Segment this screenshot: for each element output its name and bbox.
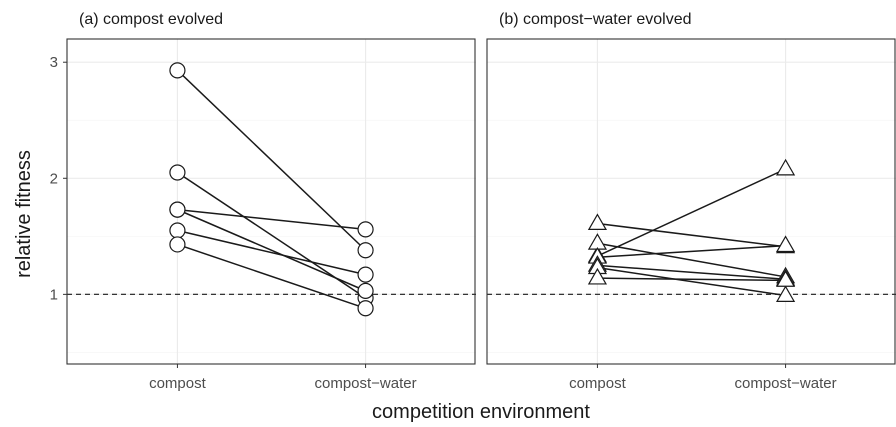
data-point-triangle — [587, 267, 608, 285]
series-line — [177, 243, 366, 309]
data-point-circle — [169, 164, 186, 181]
data-point-circle — [169, 62, 186, 79]
data-point-circle — [169, 236, 186, 253]
data-point-triangle — [587, 213, 608, 231]
data-point-circle — [357, 300, 374, 317]
data-point-circle — [169, 222, 186, 239]
y-axis: 1 2 3 — [50, 54, 67, 303]
x-axis-title: competition environment — [372, 401, 590, 423]
y-tick-label: 2 — [50, 170, 58, 187]
data-point-triangle — [775, 270, 796, 287]
series-line — [176, 69, 367, 251]
series-line — [597, 222, 786, 248]
series-line — [177, 208, 366, 292]
x-tick-label: compost — [569, 375, 627, 392]
panel-border — [486, 38, 896, 365]
panel-title: (a) compost evolved — [79, 11, 223, 28]
panel-title: (b) compost−water evolved — [499, 11, 692, 28]
y-tick-label: 1 — [50, 286, 58, 303]
series-line — [597, 277, 786, 282]
y-tick-label: 3 — [50, 54, 58, 71]
data-point-circle — [357, 266, 374, 283]
series-line — [597, 168, 786, 257]
series-line — [177, 208, 366, 231]
x-tick-label: compost−water — [734, 375, 836, 392]
panel-border — [66, 38, 476, 365]
data-point-circle — [169, 201, 186, 218]
data-point-triangle — [775, 285, 796, 302]
x-tick-label: compost−water — [314, 375, 416, 392]
x-tick-label: compost — [149, 375, 207, 392]
data-point-triangle — [775, 235, 796, 253]
data-point-circle — [357, 221, 374, 238]
panels: compost compost−water(a) compost evolvedc… — [66, 11, 896, 392]
panel-b: compost compost−water (b) compost−water ev… — [486, 11, 896, 392]
panel-a: compost compost−water (a) compost evolved — [66, 11, 476, 392]
series-line — [597, 242, 786, 278]
data-point-triangle — [775, 158, 796, 176]
series-line — [597, 266, 786, 297]
series-line — [597, 244, 786, 258]
series-line — [597, 264, 786, 281]
series-line — [177, 229, 366, 276]
data-point-circle — [357, 242, 374, 259]
data-point-circle — [357, 282, 374, 299]
y-axis-title: relative fitness — [13, 150, 35, 278]
